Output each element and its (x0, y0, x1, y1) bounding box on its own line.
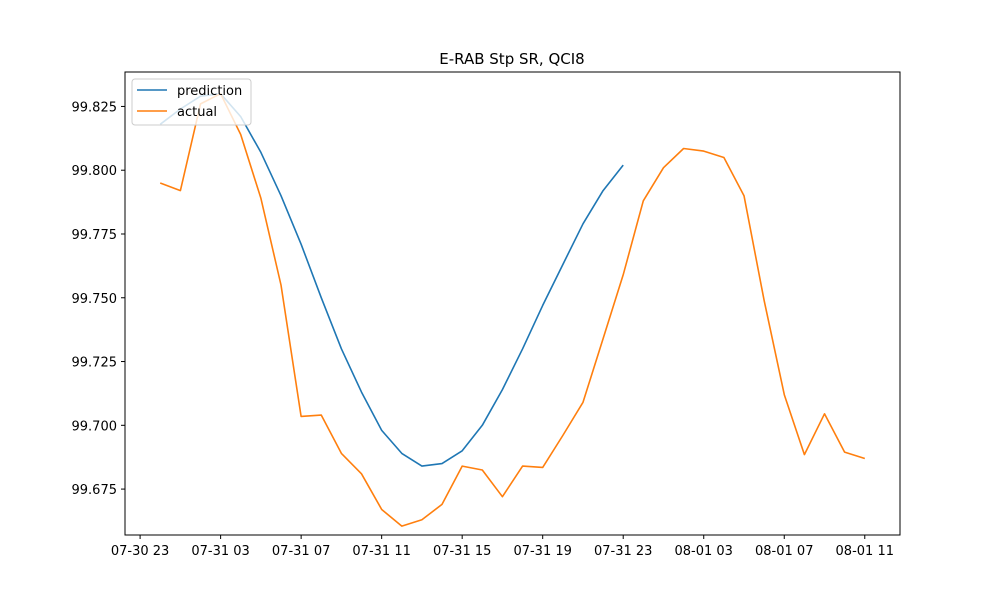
y-tick-label: 99.700 (72, 419, 118, 434)
x-tick-label: 07-31 23 (594, 544, 652, 559)
y-tick-label: 99.750 (72, 292, 118, 307)
x-tick-label: 07-31 15 (433, 544, 491, 559)
x-tick-label: 07-31 03 (191, 544, 249, 559)
x-tick-label: 07-30 23 (111, 544, 169, 559)
plot-frame (124, 71, 901, 536)
series-line-actual (159, 92, 866, 527)
legend: prediction actual (131, 78, 252, 126)
x-tick-label: 07-31 11 (352, 544, 410, 559)
legend-label-prediction: prediction (177, 84, 242, 99)
y-tick-label: 99.675 (72, 483, 118, 498)
x-tick-label: 08-01 11 (836, 544, 894, 559)
chart-title: E-RAB Stp SR, QCI8 (439, 50, 584, 68)
legend-label-actual: actual (177, 105, 217, 120)
x-tick-label: 08-01 07 (755, 544, 813, 559)
y-tick-label: 99.800 (72, 164, 118, 179)
y-tick-label: 99.775 (72, 228, 118, 243)
x-tick-label: 08-01 03 (675, 544, 733, 559)
y-tick-label: 99.825 (72, 100, 118, 115)
x-tick-label: 07-31 19 (513, 544, 571, 559)
x-tick-label: 07-31 07 (272, 544, 330, 559)
y-tick-label: 99.725 (72, 356, 118, 371)
